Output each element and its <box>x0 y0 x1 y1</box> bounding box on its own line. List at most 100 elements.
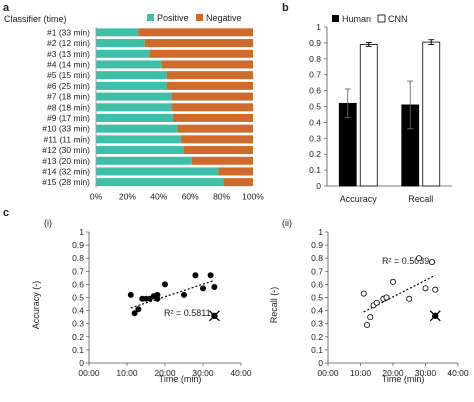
data-point <box>207 272 214 279</box>
bar-positive <box>96 146 184 155</box>
bar-cnn <box>359 44 378 187</box>
category-label: #8 (18 min) <box>47 102 90 112</box>
category-label: #15 (28 min) <box>42 177 90 187</box>
bar-positive <box>96 92 172 101</box>
y-tick-label: 0.5 <box>72 293 84 303</box>
bar-positive <box>96 135 181 144</box>
bar-negative <box>191 156 253 165</box>
data-point <box>389 278 396 285</box>
category-label: #2 (12 min) <box>47 38 90 48</box>
legend-label-cnn: CNN <box>388 14 408 24</box>
y-tick-label: 0.4 <box>72 306 84 316</box>
legend-swatch-cnn <box>377 14 386 23</box>
data-point <box>154 291 161 298</box>
x-axis-label-time-i: Time (min) <box>159 374 202 384</box>
category-label: Recall <box>408 194 433 204</box>
category-label: #11 (11 min) <box>44 134 91 144</box>
data-point <box>199 285 206 292</box>
bar-positive <box>96 103 172 112</box>
bar-positive <box>96 28 139 37</box>
x-tick-label: 20:00 <box>154 368 176 378</box>
x-tick-label: 80% <box>213 192 230 202</box>
bar-negative <box>166 81 253 90</box>
data-point <box>432 286 439 293</box>
y-tick-label: 0.4 <box>311 306 323 316</box>
x-tick-label: 100% <box>242 192 264 202</box>
x-tick-label: 10:00 <box>116 368 138 378</box>
data-point <box>192 272 199 279</box>
category-label: #3 (13 min) <box>47 49 90 59</box>
data-point <box>363 322 370 329</box>
y-tick-label: 0.6 <box>309 86 321 96</box>
data-point <box>180 291 187 298</box>
bar-negative <box>161 60 253 69</box>
y-tick-label: 0.8 <box>311 253 323 263</box>
data-point <box>360 290 367 297</box>
y-tick-label: 0.6 <box>311 279 323 289</box>
y-axis-label-recall: Recall (-) <box>269 287 279 324</box>
panel-c-ii-label: (ii) <box>282 218 292 228</box>
data-point <box>406 295 413 302</box>
y-tick-label: 0.8 <box>72 253 84 263</box>
bar-negative <box>183 146 253 155</box>
y-tick-label: 0.4 <box>309 117 321 127</box>
category-label: #1 (33 min) <box>47 27 90 37</box>
data-point <box>383 294 390 301</box>
category-label: #4 (14 min) <box>47 59 90 69</box>
x-tick-label: 10:00 <box>350 368 372 378</box>
r-squared-label-i: R² = 0.5811 <box>164 308 211 318</box>
y-tick-label: 0.1 <box>309 165 321 175</box>
panel-b-label: b <box>282 2 289 14</box>
bar-positive <box>96 178 224 187</box>
bar-positive <box>96 124 178 133</box>
y-tick-label: 0.6 <box>72 279 84 289</box>
bar-negative <box>180 135 253 144</box>
y-tick-label: 0.3 <box>311 319 323 329</box>
y-tick-label: 0.5 <box>309 102 321 112</box>
category-label: #14 (32 min) <box>42 166 90 176</box>
y-tick-label: 0.8 <box>309 54 321 64</box>
bar-positive <box>96 81 167 90</box>
x-tick-label: 00:00 <box>78 368 100 378</box>
y-tick-label: 0.3 <box>72 319 84 329</box>
r-squared-label-ii: R² = 0.5039 <box>382 256 429 266</box>
x-tick-label: 30:00 <box>415 368 437 378</box>
y-tick-label: 0 <box>318 358 323 368</box>
legend-swatch-negative <box>196 14 203 21</box>
bar-positive <box>96 167 219 176</box>
category-label: #7 (18 min) <box>47 92 90 102</box>
bar-negative <box>223 178 253 187</box>
bar-positive <box>96 71 167 80</box>
panel-c-i-label: (i) <box>44 218 52 228</box>
bar-negative <box>171 92 253 101</box>
y-tick-label: 0 <box>316 181 321 191</box>
bar-positive <box>96 49 150 58</box>
y-tick-label: 0.1 <box>311 345 323 355</box>
bar-negative <box>172 113 253 122</box>
bar-positive <box>96 156 192 165</box>
x-tick-label: 40:00 <box>447 368 469 378</box>
y-axis-label-accuracy: Accuracy (-) <box>31 281 41 330</box>
scatter-recall: Recall (-) Time (min) R² = 0.5039 0 0.1 0.… <box>269 227 469 384</box>
bar-positive <box>96 39 145 48</box>
chart-a-title: Classifier (time) <box>4 14 67 24</box>
stacked-bar-chart: Classifier (time) Positive Negative #1 (… <box>4 13 264 202</box>
y-tick-label: 0.7 <box>72 266 84 276</box>
x-tick-label: 40:00 <box>230 368 252 378</box>
grouped-bar-chart: Human CNN 0 0.1 0.2 0.3 0.4 0.5 0.6 0.7 0.8 0.9 1 A… <box>309 14 452 204</box>
bar-negative <box>177 124 253 133</box>
bar-negative <box>166 71 253 80</box>
outlier-cross <box>429 310 441 322</box>
data-point <box>131 310 138 317</box>
data-point <box>135 306 142 313</box>
bar-cnn <box>422 41 441 187</box>
category-label: #12 (30 min) <box>42 145 90 155</box>
y-tick-label: 0.1 <box>72 345 84 355</box>
panel-c-label: c <box>3 207 9 219</box>
data-point <box>161 281 168 288</box>
x-tick-label: 00:00 <box>317 368 339 378</box>
category-label: #10 (33 min) <box>42 124 90 134</box>
x-tick-label: 20% <box>119 192 136 202</box>
y-tick-label: 0.7 <box>311 266 323 276</box>
